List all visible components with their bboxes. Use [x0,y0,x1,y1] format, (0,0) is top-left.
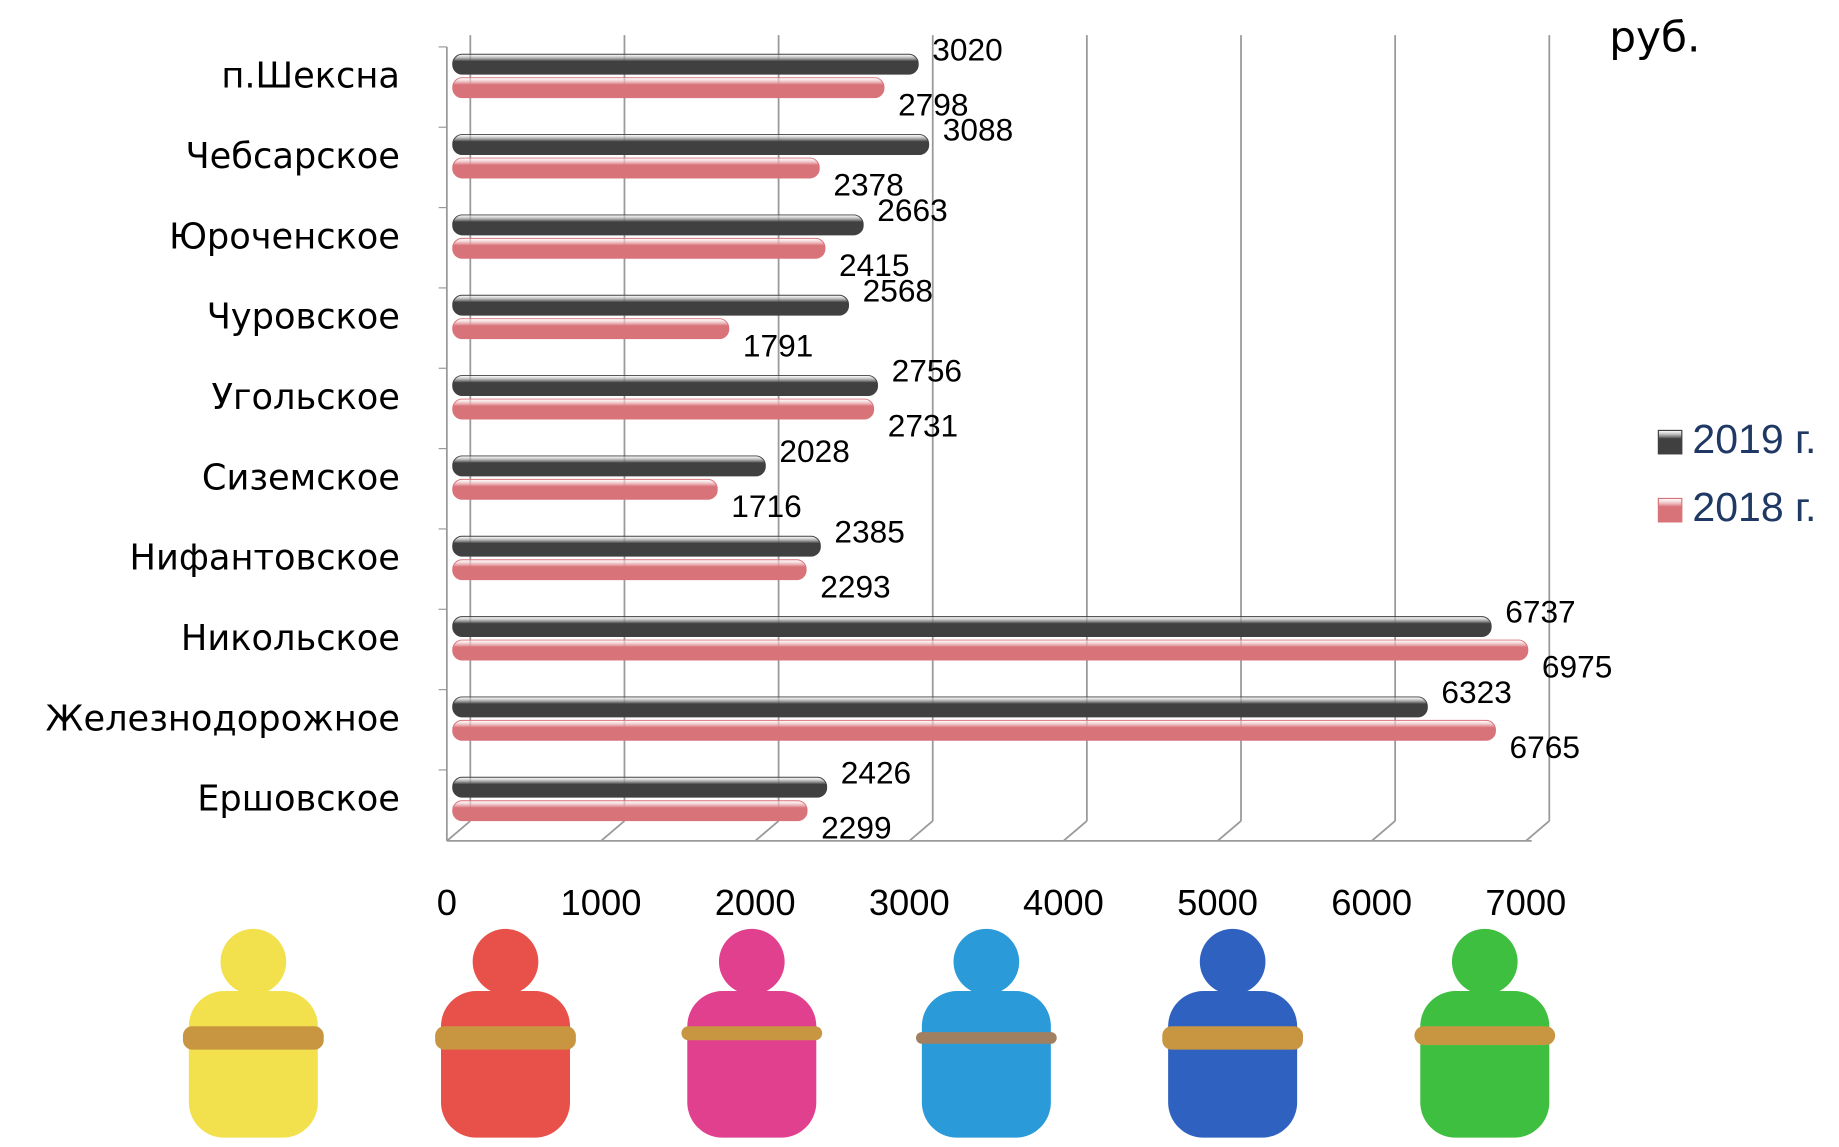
bar [452,639,1529,661]
value-label: 2663 [877,192,947,228]
bar [452,800,808,822]
x-tick-label: 7000 [1485,882,1566,923]
bar [452,214,864,236]
bar [452,134,930,155]
x-tick-label: 4000 [1023,882,1104,923]
value-label: 1716 [731,488,801,524]
y-tick-label: п.Шексна [221,56,400,97]
grid-line [600,820,626,842]
value-label: 3020 [932,31,1002,67]
bar [452,616,1492,638]
bar [452,157,820,179]
bar [452,696,1428,718]
y-tick-label: Нифантовское [130,538,400,579]
value-label: 3088 [943,112,1013,148]
value-label: 6975 [1542,649,1612,685]
bar [452,375,879,396]
value-label: 2385 [834,513,904,549]
x-tick-label: 0 [437,882,457,923]
bar [452,398,875,420]
value-label: 2293 [820,568,890,604]
grid-line [1062,820,1088,842]
grid-line [1216,820,1242,842]
decor-figures [182,928,1556,1138]
y-tick-label: Железнодорожное [46,698,400,739]
bar [452,776,828,798]
grid-line [754,820,780,842]
bar [452,535,821,557]
y-tick-label: Никольское [181,618,400,659]
value-label: 2426 [841,754,911,790]
x-tick-label: 5000 [1177,882,1258,923]
value-label: 2378 [833,167,903,203]
y-tick-label: Ершовское [197,779,400,820]
legend-swatch [1657,429,1683,455]
y-tick-label: Юроченское [169,216,400,257]
grid-line [1371,820,1396,842]
value-label: 6765 [1510,729,1580,765]
value-label: 1791 [743,327,813,363]
bar [452,318,730,340]
bar [452,294,850,316]
bar [452,719,1496,741]
bar [452,478,718,500]
legend-label: 2018 г. [1692,484,1816,530]
bar [452,77,885,99]
bar [452,53,919,75]
legend-swatch [1657,497,1683,523]
y-tick-label: Сиземское [202,457,400,498]
value-label: 2731 [888,408,958,444]
x-tick-label: 1000 [561,882,642,923]
x-tick-label: 3000 [869,882,950,923]
value-label: 6737 [1505,594,1575,630]
y-tick-label: Чебсарское [186,136,400,177]
legend-label: 2019 г. [1692,416,1816,462]
bar [452,455,766,477]
bar [452,237,826,259]
bar [452,559,807,581]
value-label: 2798 [898,86,968,122]
y-tick-label: Угольское [212,377,400,418]
value-label: 2568 [863,272,933,308]
x-tick-label: 2000 [715,882,796,923]
value-label: 2756 [892,353,962,389]
y-tick-label: Чуровское [207,297,400,338]
value-label: 2415 [839,247,909,283]
value-label: 2028 [779,433,849,469]
value-label: 2299 [821,809,891,845]
grid-line [1525,820,1550,842]
value-label: 6323 [1441,674,1511,710]
unit-label: руб. [1609,12,1700,61]
grid-line [446,820,471,842]
x-tick-label: 6000 [1331,882,1412,923]
grid-line [908,820,934,842]
